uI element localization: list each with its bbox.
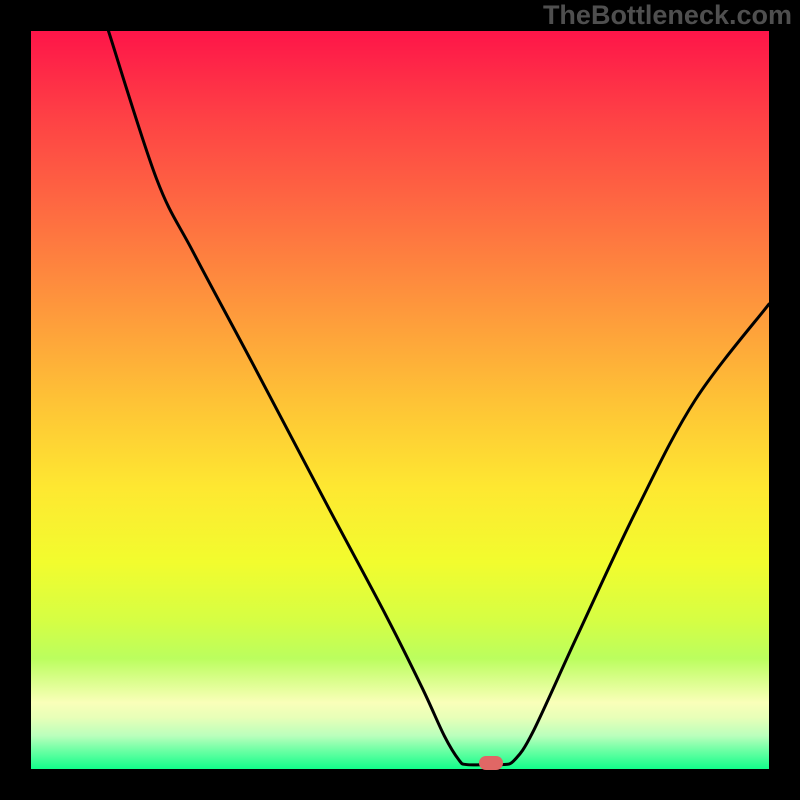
- bottleneck-curve: [31, 31, 769, 769]
- minimum-marker: [479, 756, 503, 770]
- watermark-text: TheBottleneck.com: [543, 0, 792, 31]
